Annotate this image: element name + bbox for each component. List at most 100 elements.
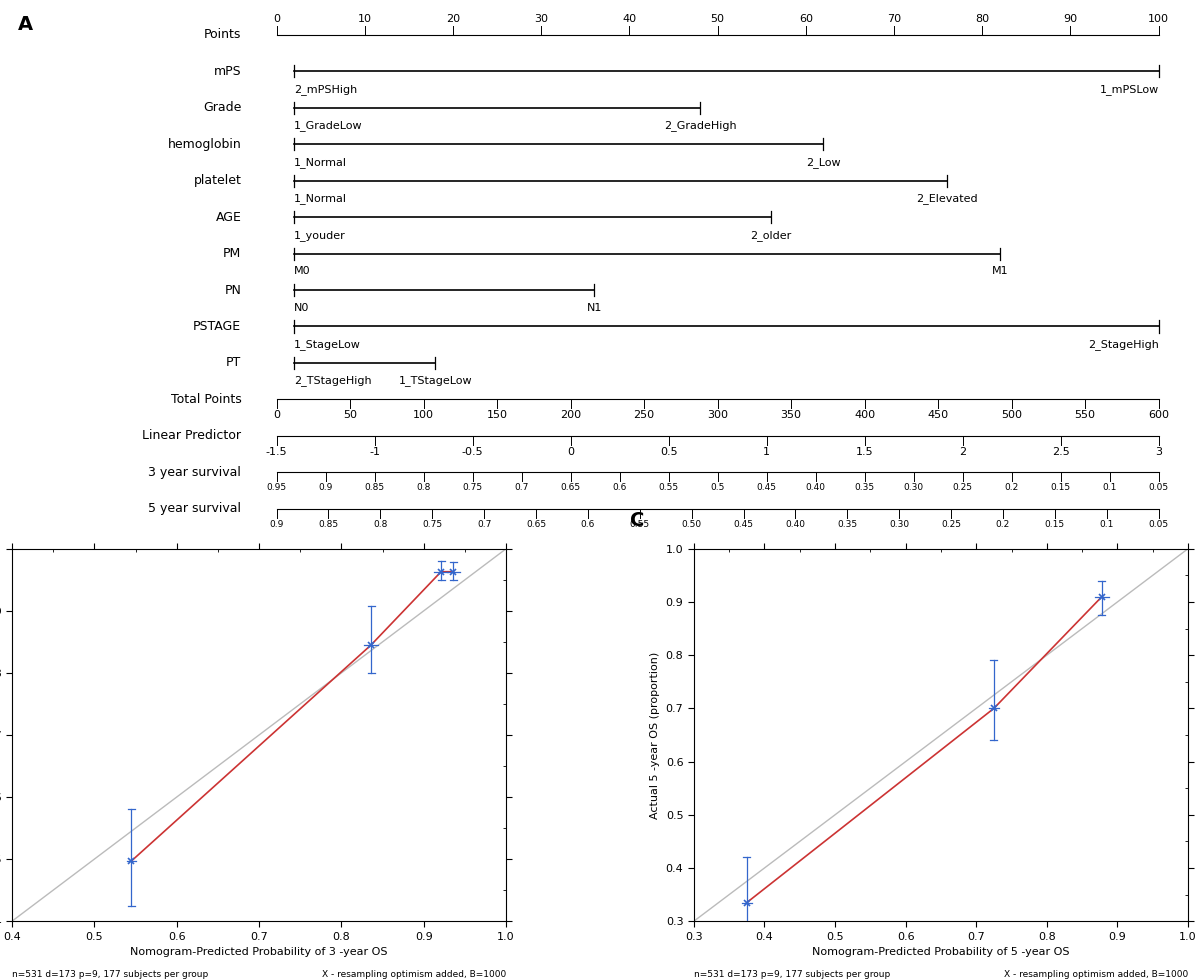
Text: 2: 2 (959, 447, 966, 457)
Text: 2_GradeHigh: 2_GradeHigh (664, 121, 737, 131)
Text: 2_older: 2_older (750, 229, 791, 241)
Text: 0.30: 0.30 (889, 519, 910, 529)
Text: 0: 0 (568, 447, 574, 457)
Text: -1: -1 (370, 447, 380, 457)
Text: 50: 50 (710, 14, 725, 24)
Text: N1: N1 (587, 303, 602, 313)
Text: 0.05: 0.05 (1148, 483, 1169, 492)
Text: 100: 100 (413, 411, 434, 420)
Text: 0.40: 0.40 (786, 519, 805, 529)
Text: 0.50: 0.50 (682, 519, 702, 529)
Text: 0.7: 0.7 (515, 483, 529, 492)
Text: 1: 1 (763, 447, 770, 457)
Text: 0.9: 0.9 (270, 519, 283, 529)
Text: 2_Low: 2_Low (806, 157, 841, 168)
Text: AGE: AGE (216, 211, 241, 223)
Text: 2.5: 2.5 (1051, 447, 1069, 457)
Text: M1: M1 (991, 267, 1008, 276)
Text: 0.1: 0.1 (1103, 483, 1117, 492)
Y-axis label: Actual 5 -year OS (proportion): Actual 5 -year OS (proportion) (650, 652, 660, 818)
Text: 50: 50 (343, 411, 358, 420)
Text: X - resampling optimism added, B=1000
Based on observed-predicted: X - resampling optimism added, B=1000 Ba… (1003, 969, 1188, 980)
Text: 0.45: 0.45 (733, 519, 754, 529)
Text: M0: M0 (294, 267, 311, 276)
Text: 0.75: 0.75 (422, 519, 443, 529)
Text: 0.40: 0.40 (805, 483, 826, 492)
Text: Total Points: Total Points (170, 393, 241, 406)
Text: 1_StageLow: 1_StageLow (294, 339, 361, 350)
Text: 2_mPSHigh: 2_mPSHigh (294, 84, 358, 95)
Text: 1_Normal: 1_Normal (294, 193, 347, 204)
Text: 0.15: 0.15 (1050, 483, 1070, 492)
Text: 250: 250 (634, 411, 655, 420)
Text: 0.35: 0.35 (838, 519, 857, 529)
Text: PSTAGE: PSTAGE (193, 320, 241, 333)
Text: 1_TStageLow: 1_TStageLow (398, 375, 472, 386)
Text: 60: 60 (799, 14, 812, 24)
Text: 0.55: 0.55 (630, 519, 650, 529)
Text: 0.5: 0.5 (710, 483, 725, 492)
Text: hemoglobin: hemoglobin (168, 138, 241, 151)
Text: 150: 150 (487, 411, 508, 420)
Text: 3 year survival: 3 year survival (149, 466, 241, 478)
Text: 3: 3 (1156, 447, 1162, 457)
Text: 80: 80 (976, 14, 989, 24)
Text: 0: 0 (274, 14, 280, 24)
Text: 0.9: 0.9 (318, 483, 332, 492)
Text: 0.25: 0.25 (953, 483, 972, 492)
Text: 450: 450 (928, 411, 949, 420)
Text: 0.1: 0.1 (1099, 519, 1114, 529)
Text: 300: 300 (707, 411, 728, 420)
Text: 30: 30 (534, 14, 548, 24)
Text: 10: 10 (358, 14, 372, 24)
Text: C: C (630, 512, 644, 530)
Text: 90: 90 (1063, 14, 1078, 24)
Text: 0: 0 (274, 411, 280, 420)
Text: 100: 100 (1148, 14, 1169, 24)
Text: 0.2: 0.2 (1004, 483, 1019, 492)
Text: 550: 550 (1075, 411, 1096, 420)
Text: N0: N0 (294, 303, 310, 313)
Text: A: A (18, 15, 34, 34)
Text: 1.5: 1.5 (856, 447, 874, 457)
Text: 0.75: 0.75 (462, 483, 482, 492)
X-axis label: Nomogram-Predicted Probability of 3 -year OS: Nomogram-Predicted Probability of 3 -yea… (131, 948, 388, 957)
Text: 0.6: 0.6 (581, 519, 595, 529)
Text: 0.85: 0.85 (365, 483, 385, 492)
Text: 0.30: 0.30 (904, 483, 924, 492)
Text: 40: 40 (623, 14, 636, 24)
Text: 1_mPSLow: 1_mPSLow (1099, 84, 1159, 95)
Text: 0.8: 0.8 (373, 519, 388, 529)
Text: 0.65: 0.65 (560, 483, 581, 492)
Text: 400: 400 (854, 411, 875, 420)
Text: -0.5: -0.5 (462, 447, 484, 457)
Text: 1_youder: 1_youder (294, 229, 346, 241)
Text: 0.7: 0.7 (476, 519, 491, 529)
Text: 0.8: 0.8 (416, 483, 431, 492)
Text: 0.35: 0.35 (854, 483, 875, 492)
Text: 0.85: 0.85 (318, 519, 338, 529)
Text: Linear Predictor: Linear Predictor (143, 429, 241, 442)
Text: PT: PT (226, 357, 241, 369)
Text: 5 year survival: 5 year survival (149, 502, 241, 515)
Text: 20: 20 (446, 14, 460, 24)
Text: 350: 350 (781, 411, 802, 420)
Text: 2_TStageHigh: 2_TStageHigh (294, 375, 372, 386)
Text: n=531 d=173 p=9, 177 subjects per group
Gray: ideal: n=531 d=173 p=9, 177 subjects per group … (12, 969, 209, 980)
Text: 0.05: 0.05 (1148, 519, 1169, 529)
Text: 0.5: 0.5 (660, 447, 678, 457)
Text: mPS: mPS (214, 65, 241, 78)
Text: 0.15: 0.15 (1045, 519, 1064, 529)
Text: Grade: Grade (203, 101, 241, 115)
X-axis label: Nomogram-Predicted Probability of 5 -year OS: Nomogram-Predicted Probability of 5 -yea… (812, 948, 1069, 957)
Text: 2_StageHigh: 2_StageHigh (1087, 339, 1159, 350)
Text: Points: Points (204, 28, 241, 41)
Text: platelet: platelet (193, 174, 241, 187)
Text: 500: 500 (1001, 411, 1022, 420)
Text: PM: PM (223, 247, 241, 260)
Text: 0.55: 0.55 (659, 483, 679, 492)
Text: n=531 d=173 p=9, 177 subjects per group
Gray: ideal: n=531 d=173 p=9, 177 subjects per group … (694, 969, 890, 980)
Text: 600: 600 (1148, 411, 1169, 420)
Text: X - resampling optimism added, B=1000
Based on observed-predicted: X - resampling optimism added, B=1000 Ba… (322, 969, 506, 980)
Text: 70: 70 (887, 14, 901, 24)
